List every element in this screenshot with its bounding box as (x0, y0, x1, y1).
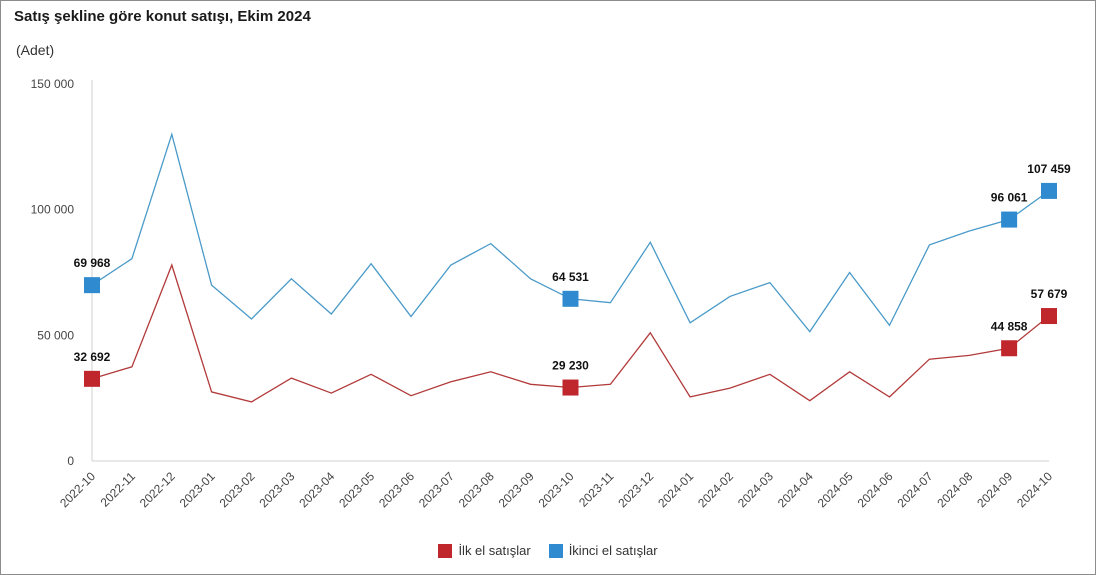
y-axis-unit: (Adet) (16, 42, 55, 58)
data-label: 44 858 (991, 319, 1028, 333)
data-point-marker (1041, 308, 1057, 325)
legend-label-ikinci: İkinci el satışlar (568, 543, 658, 558)
y-tick-label: 150 000 (31, 77, 75, 91)
x-tick-label: 2023-02 (217, 469, 258, 510)
data-point-marker (562, 379, 579, 396)
chart-title: Satış şekline göre konut satışı, Ekim 20… (14, 8, 311, 25)
legend-item-ilk[interactable]: İlk el satışlar (438, 543, 531, 558)
x-tick-label: 2024-07 (894, 469, 935, 510)
x-tick-label: 2024-05 (815, 469, 856, 510)
legend-label-ilk: İlk el satışlar (458, 543, 531, 558)
y-tick-label: 100 000 (31, 203, 75, 217)
x-tick-label: 2024-02 (695, 469, 736, 510)
x-tick-label: 2022-11 (98, 469, 139, 510)
x-tick-label: 2023-07 (416, 469, 457, 510)
legend-item-ikinci[interactable]: İkinci el satışlar (548, 543, 658, 558)
x-tick-label: 2023-08 (456, 469, 497, 510)
x-tick-label: 2024-01 (655, 469, 696, 510)
x-tick-label: 2024-03 (735, 469, 776, 510)
x-tick-label: 2023-01 (177, 469, 218, 510)
x-tick-label: 2023-10 (536, 469, 577, 510)
data-point-marker (84, 370, 100, 387)
x-tick-label: 2022-10 (57, 469, 98, 510)
x-tick-label: 2023-11 (576, 469, 617, 510)
data-point-marker (1001, 211, 1018, 228)
x-tick-label: 2024-10 (1014, 469, 1055, 510)
x-tick-label: 2024-04 (775, 469, 816, 510)
legend-swatch-ikinci (548, 543, 563, 558)
data-label: 69 968 (74, 256, 111, 270)
x-tick-label: 2023-06 (376, 469, 417, 510)
data-label: 96 061 (991, 191, 1028, 205)
data-point-marker (1041, 182, 1057, 199)
data-point-marker (562, 290, 579, 307)
legend-swatch-ilk (438, 543, 453, 558)
data-label: 64 531 (552, 270, 589, 284)
data-label: 32 692 (74, 350, 111, 364)
x-tick-label: 2023-05 (336, 469, 377, 510)
data-point-marker (84, 277, 100, 294)
x-tick-label: 2023-12 (615, 469, 656, 510)
x-tick-label: 2024-06 (855, 469, 896, 510)
x-tick-label: 2023-09 (496, 469, 537, 510)
x-tick-label: 2023-03 (256, 469, 297, 510)
y-tick-label: 0 (67, 454, 74, 468)
x-tick-label: 2024-08 (934, 469, 975, 510)
x-tick-label: 2023-04 (296, 469, 337, 510)
data-label: 57 679 (1031, 287, 1068, 301)
x-tick-label: 2024-09 (974, 469, 1015, 510)
data-label: 29 230 (552, 359, 589, 373)
data-label: 107 459 (1027, 162, 1071, 176)
x-tick-label: 2022-12 (137, 469, 178, 510)
data-point-marker (1001, 340, 1018, 357)
y-tick-label: 50 000 (37, 328, 74, 342)
legend: İlk el satışlar İkinci el satışlar (0, 543, 1096, 558)
